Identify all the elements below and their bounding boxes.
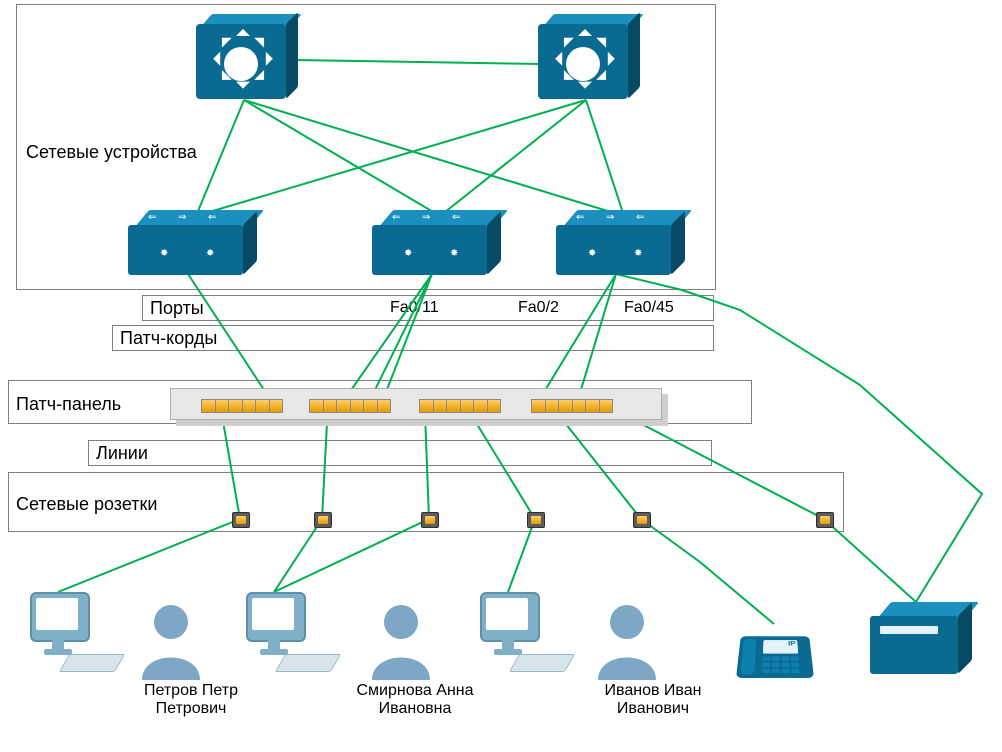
lines-box: [88, 440, 712, 466]
user-icon: [592, 600, 662, 680]
label-wall-sockets: Сетевые розетки: [16, 494, 157, 515]
port-label-fa02: Fa0/2: [518, 299, 559, 317]
wall-socket-icon: [421, 512, 439, 528]
wall-socket-icon: [816, 512, 834, 528]
user-icon: [136, 600, 206, 680]
switch-icon: ⇐⇒⇐✸✸: [128, 210, 258, 275]
workstation-icon: [246, 592, 336, 672]
wall-socket-icon: [232, 512, 250, 528]
router-icon: [538, 14, 638, 99]
user3-name: Иванов ИванИванович: [568, 682, 738, 719]
workstation-icon: [30, 592, 120, 672]
label-net-devices: Сетевые устройства: [26, 142, 197, 163]
port-label-fa045: Fa0/45: [624, 299, 674, 317]
port-label-fa011: Fa0/11: [390, 299, 439, 317]
switch-icon: ⇐⇒⇐✸✸: [372, 210, 502, 275]
label-patch-panel: Патч-панель: [16, 394, 121, 415]
patch-panel-device: [170, 388, 662, 420]
workstation-icon: [480, 592, 570, 672]
printer-icon: [870, 596, 970, 678]
wall-socket-icon: [633, 512, 651, 528]
ip-phone-icon: IP: [736, 636, 814, 678]
label-patch-cords: Патч-корды: [120, 328, 217, 349]
label-ports: Порты: [150, 298, 204, 319]
switch-icon: ⇐⇒⇐✸✸: [556, 210, 686, 275]
router-icon: [196, 14, 296, 99]
ip-phone-tag: IP: [763, 640, 798, 654]
label-lines: Линии: [96, 443, 148, 464]
user1-name: Петров ПетрПетрович: [106, 682, 276, 719]
user2-name: Смирнова АннаИвановна: [320, 682, 510, 719]
wall-socket-icon: [314, 512, 332, 528]
user-icon: [366, 600, 436, 680]
wall-socket-icon: [527, 512, 545, 528]
